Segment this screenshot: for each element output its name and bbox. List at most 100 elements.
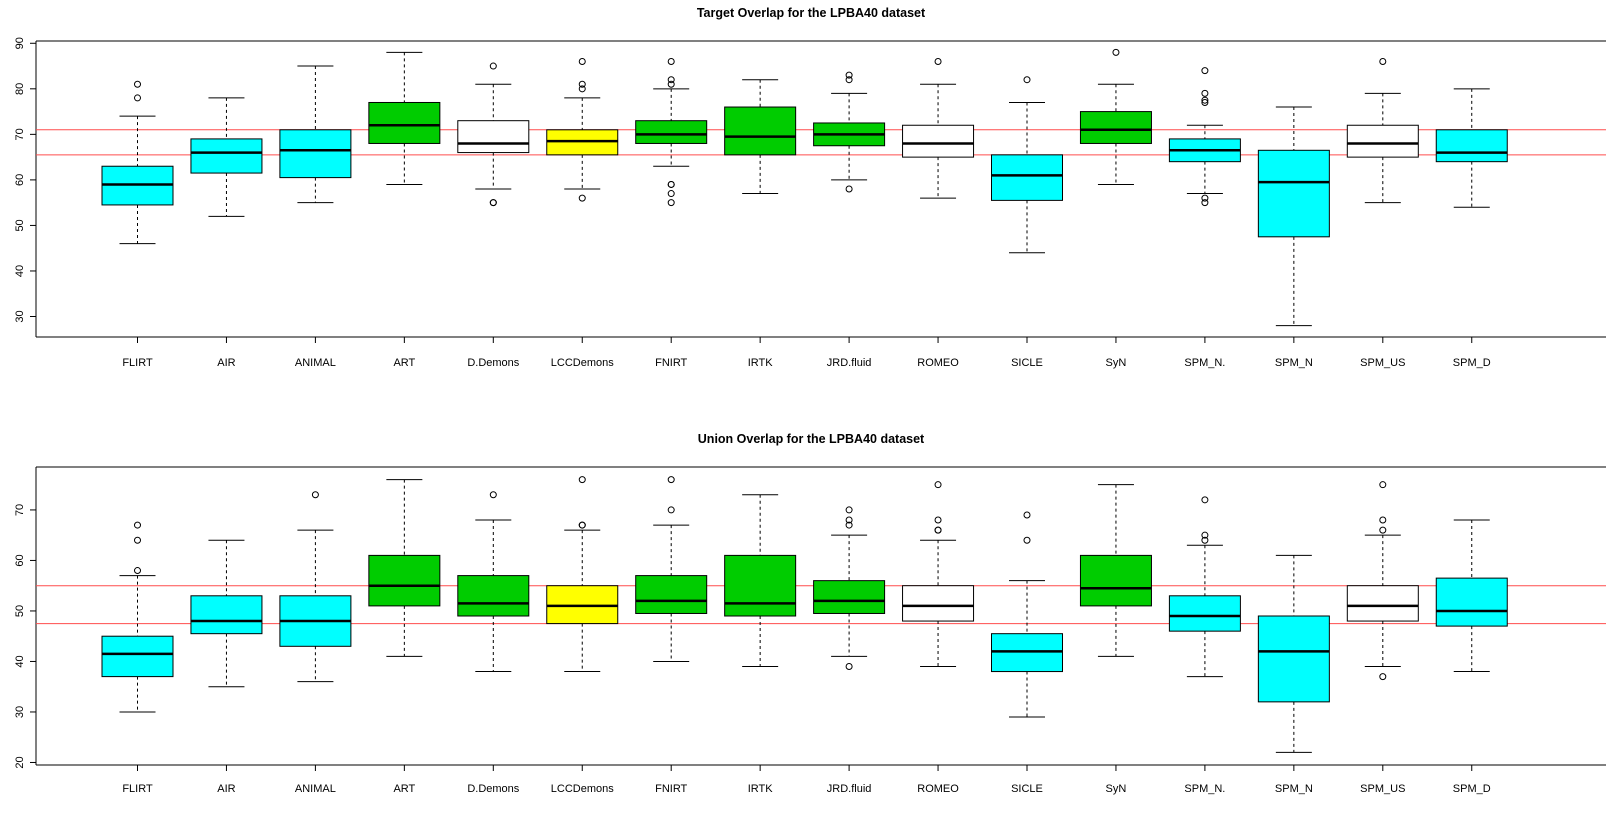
outlier-point	[845, 76, 853, 84]
x-tick-label: SPM_D	[1453, 783, 1491, 795]
x-tick-label: ART	[393, 357, 415, 369]
box-SPM_D	[1435, 519, 1508, 673]
outlier-point	[934, 57, 942, 65]
x-tick-label: D.Demons	[467, 357, 519, 369]
x-tick-label: FLIRT	[122, 783, 153, 795]
outlier-point	[578, 80, 586, 88]
outlier-point	[1201, 531, 1209, 539]
y-tick-label: 40	[14, 265, 26, 277]
x-tick-label: SyN	[1106, 783, 1127, 795]
union-overlap-panel: Union Overlap for the LPBA40 dataset 20 3…	[14, 432, 1606, 795]
y-tick-label: 90	[14, 37, 26, 49]
outlier-point	[845, 663, 853, 671]
outlier-point	[667, 190, 675, 198]
box-FLIRT	[101, 80, 174, 245]
iqr-box	[190, 138, 263, 174]
iqr-box	[279, 129, 352, 179]
y-tick-label: 60	[14, 554, 26, 566]
outlier-point	[1201, 98, 1209, 106]
y-tick-label: 20	[14, 756, 26, 768]
x-tick-label: SICLE	[1011, 783, 1043, 795]
outlier-point	[667, 57, 675, 65]
x-tick-label: SICLE	[1011, 357, 1043, 369]
box-SPM_N	[1257, 554, 1330, 753]
box-SICLE	[991, 76, 1063, 254]
iqr-box	[1346, 124, 1419, 158]
box-SICLE	[991, 511, 1063, 718]
outlier-point	[1023, 76, 1031, 84]
iqr-box	[991, 633, 1063, 673]
x-tick-label: SPM_US	[1360, 783, 1405, 795]
y-tick-label: 40	[14, 655, 26, 667]
outlier-point	[1379, 673, 1387, 681]
outlier-point	[489, 491, 497, 499]
iqr-box	[457, 575, 530, 617]
outlier-point	[845, 71, 853, 79]
x-tick-label: IRTK	[748, 783, 774, 795]
box-SPM_D	[1435, 88, 1508, 208]
box-D.Demons	[457, 491, 530, 673]
outlier-point	[845, 516, 853, 524]
target-overlap-panel: Target Overlap for the LPBA40 dataset 30…	[14, 6, 1606, 369]
outlier-point	[1201, 496, 1209, 504]
iqr-box	[368, 554, 441, 607]
x-tick-label: ANIMAL	[295, 357, 336, 369]
y-tick-label: 30	[14, 706, 26, 718]
outlier-point	[667, 180, 675, 188]
x-tick-label: SPM_N	[1275, 783, 1313, 795]
x-tick-label: D.Demons	[467, 783, 519, 795]
target-overlap-plot-area: 30 40 50 60 70 80 90 FLIRT AIR ANIMAL ART D.Demons L…	[14, 37, 1606, 369]
iqr-box	[1079, 554, 1152, 607]
x-tick-label: ROMEO	[917, 357, 959, 369]
box-JRD.fluid	[813, 71, 886, 193]
iqr-box	[724, 554, 797, 617]
outlier-point	[1379, 481, 1387, 489]
x-tick-label: LCCDemons	[551, 783, 614, 795]
y-tick-label: 70	[14, 128, 26, 140]
outlier-point	[845, 506, 853, 514]
iqr-box	[902, 585, 975, 622]
outlier-point	[311, 491, 319, 499]
outlier-point	[134, 94, 141, 102]
box-FLIRT	[101, 521, 174, 713]
box-SPM_US	[1346, 57, 1419, 204]
outlier-point	[578, 194, 586, 202]
outlier-point	[1379, 516, 1387, 524]
box-ANIMAL	[279, 491, 352, 683]
iqr-box	[991, 154, 1063, 201]
box-AIR	[190, 539, 263, 688]
box-SPM_US	[1346, 481, 1419, 681]
box-AIR	[190, 97, 263, 217]
outlier-point	[578, 57, 586, 65]
outlier-point	[667, 199, 675, 207]
box-ART	[368, 51, 441, 185]
box-D.Demons	[457, 62, 530, 207]
iqr-box	[1346, 585, 1419, 622]
x-tick-label: SPM_N	[1275, 357, 1313, 369]
box-SPM_N	[1257, 106, 1330, 327]
outlier-point	[1379, 57, 1387, 65]
iqr-box	[368, 101, 441, 144]
outlier-point	[1112, 48, 1120, 56]
iqr-box	[1168, 595, 1241, 632]
outlier-point	[1201, 89, 1209, 97]
box-SyN	[1079, 48, 1152, 185]
x-tick-label: ANIMAL	[295, 783, 336, 795]
outlier-point	[667, 476, 675, 484]
iqr-box	[101, 635, 174, 678]
x-tick-label: JRD.fluid	[827, 357, 872, 369]
x-tick-label: SPM_N.	[1184, 357, 1225, 369]
y-tick-label: 80	[14, 83, 26, 95]
x-tick-label: FNIRT	[655, 357, 687, 369]
outlier-point	[1201, 96, 1209, 104]
box-ART	[368, 479, 441, 657]
y-tick-label: 50	[14, 219, 26, 231]
outlier-point	[489, 199, 497, 207]
x-tick-label: ART	[393, 783, 415, 795]
iqr-box	[546, 585, 619, 625]
box-SyN	[1079, 484, 1152, 657]
iqr-box	[1079, 111, 1152, 144]
iqr-box	[190, 595, 263, 635]
